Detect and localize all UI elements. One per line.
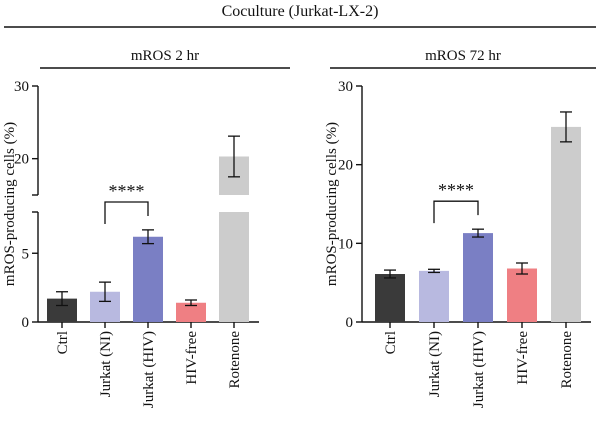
x-tick-label: Jurkat (HIV) [471, 331, 487, 408]
figure-title: Coculture (Jurkat-LX-2) [222, 3, 379, 20]
panel-title: mROS 72 hr [425, 48, 501, 64]
x-tick-label: Jurkat (HIV) [141, 331, 157, 408]
bar-hiv-free [176, 302, 206, 322]
x-tick-label: Ctrl [383, 331, 399, 354]
y-axis-label: mROS-producing cells (%) [324, 122, 340, 286]
bar-hiv-free [507, 268, 537, 322]
y-tick-label: 10 [338, 236, 353, 252]
significance-label: **** [438, 180, 474, 200]
chart-panel-2hr: mROS 2 hr 0 5 20 30 mROS-producing cells (%) C… [2, 48, 290, 408]
x-tick-label: Jurkat (NI) [427, 331, 443, 397]
y-tick-label: 0 [346, 315, 354, 331]
bar-ctrl [375, 274, 405, 322]
x-tick-label: HIV-free [184, 331, 200, 385]
chart-panel-72hr: mROS 72 hr 0 10 20 30 mROS-producing cells (%… [324, 48, 596, 408]
bar-rotenone [551, 126, 581, 322]
x-tick-label: HIV-free [515, 331, 531, 385]
y-tick-label: 20 [338, 158, 353, 174]
y-axis-label: mROS-producing cells (%) [2, 122, 18, 286]
y-tick-label: 30 [338, 79, 353, 95]
significance-bracket [104, 201, 149, 224]
bar-jurkat-hiv [133, 236, 163, 322]
bar-ctrl [47, 298, 77, 322]
significance-label: **** [109, 181, 145, 201]
x-tick-label: Ctrl [55, 331, 71, 354]
x-tick-label: Rotenone [227, 331, 243, 389]
bar-jurkat-hiv [463, 233, 493, 322]
bar-rotenone [219, 212, 249, 322]
significance-bracket [433, 200, 479, 224]
x-tick-label: Jurkat (NI) [98, 331, 114, 397]
y-tick-label: 30 [14, 79, 29, 95]
panel-title: mROS 2 hr [131, 48, 199, 64]
y-tick-label: 5 [22, 246, 30, 262]
x-tick-label: Rotenone [559, 331, 575, 389]
y-tick-label: 0 [22, 315, 30, 331]
y-tick-label: 20 [14, 152, 29, 168]
bar-jurkat-ni [419, 270, 449, 322]
